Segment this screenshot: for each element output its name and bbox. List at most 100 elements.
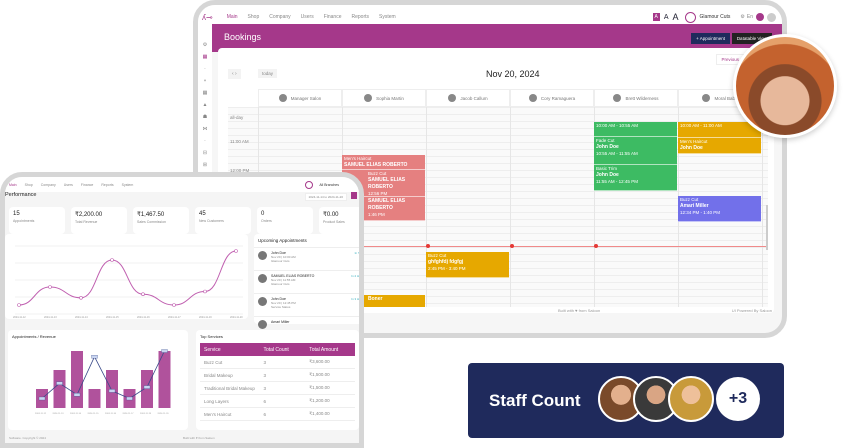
nav-main[interactable]: Main	[9, 182, 17, 187]
revenue-point	[38, 396, 46, 401]
font-small-button[interactable]: A	[652, 13, 660, 21]
appointment-item[interactable]: SAMUEL ELIAS ROBERTO Nov 20 | 11:55 AM Gla…	[254, 270, 364, 293]
dashboard-window: Main Shop Company Users Finance Reports …	[0, 172, 364, 448]
nav-shop[interactable]: Shop	[247, 14, 260, 20]
booking-event[interactable]: 10:00 AM - 10:55 AM	[594, 122, 677, 137]
appointments-revenue-chart: Appointments / Revenue 2024-11-12 2024-11…	[8, 330, 188, 430]
staff-avatar	[613, 94, 622, 102]
x-tick-label: 2024-11-17	[123, 413, 135, 415]
revenue-point	[143, 385, 151, 389]
nav-shop[interactable]: Shop	[24, 182, 33, 187]
nav-finance[interactable]: Finance	[323, 14, 342, 20]
date-range-input[interactable]: 2024-11-14 to 2024-11-20	[304, 193, 347, 201]
nav-system[interactable]: System	[121, 182, 134, 187]
appointment-item[interactable]: Amari Miller	[254, 316, 359, 339]
revenue-point	[91, 355, 98, 359]
stat-card: 15 Appointments	[9, 207, 65, 234]
datatable-view-button[interactable]: Datatable View	[731, 33, 772, 44]
revenue-point	[108, 389, 116, 393]
staff-count-card: Staff Count +3	[468, 363, 784, 438]
revenue-point	[73, 393, 81, 397]
font-large-button[interactable]: A	[672, 12, 679, 22]
branch-icon	[305, 180, 314, 189]
booking-event[interactable]: Buzz Cut Amari Miller 12:34 PM - 1:40 PM	[678, 196, 761, 222]
branch-selector[interactable]: All Branches	[319, 182, 339, 187]
customer-name: John Doe	[271, 297, 286, 301]
booking-event[interactable]: 10:00 AM - 11:00 AM	[678, 122, 761, 138]
booking-event[interactable]: Fade Cut John Doe 10:55 AM - 11:55 AM	[594, 137, 677, 165]
revenue-line	[41, 350, 165, 399]
stat-card: ₹1,467.50 Sales Commission	[133, 207, 189, 234]
calendar-date: Nov 20, 2024	[486, 69, 540, 79]
nav-users[interactable]: Users	[63, 182, 73, 187]
font-medium-button[interactable]: A	[663, 13, 669, 21]
performance-line-chart: 2024-11-12 2024-11-13 2024-11-14 2024-11-15…	[5, 234, 248, 319]
stat-label: Appointments	[13, 219, 35, 223]
booking-event[interactable]: Men's Haircut John Doe	[678, 138, 761, 154]
appointment-item[interactable]: John Doe Nov 20 | 10:00 AM Glamour Cuts In …	[254, 247, 359, 270]
x-tick-label: 2024-11-13	[53, 413, 65, 415]
current-time-line	[228, 246, 768, 247]
staff-name: Manager Salon	[290, 95, 322, 101]
x-tick-label: 2024-11-19	[199, 316, 212, 319]
x-tick-label: 2024-11-15	[106, 316, 119, 319]
footer-powered-by: UI Powered By Saloon	[731, 308, 772, 313]
nav-users[interactable]: Users	[300, 14, 314, 20]
footer-copyright: Software. Copyright © 2024	[9, 436, 46, 440]
more-staff-badge[interactable]: +3	[716, 377, 760, 421]
filter-button[interactable]	[351, 192, 357, 199]
nav-reports[interactable]: Reports	[351, 14, 370, 20]
upcoming-appointments: Upcoming Appointments John Doe Nov 20 | 1…	[254, 234, 364, 329]
staff-avatar	[528, 94, 537, 102]
booking-event[interactable]: Basic Trim John Doe 11:55 AM - 12:45 PM	[594, 165, 677, 191]
nav-company[interactable]: Company	[40, 182, 56, 187]
stat-value: ₹1,467.50	[137, 212, 165, 218]
today-button[interactable]: today	[258, 69, 278, 78]
line-point	[17, 303, 21, 307]
customer-avatar	[258, 320, 267, 329]
time-label: 11:00 AM	[230, 139, 249, 144]
stat-value: ₹2,200.00	[75, 212, 103, 218]
staff-column-header: Manager Salon	[258, 89, 342, 107]
avatar[interactable]	[767, 12, 776, 22]
staff-count-label: Staff Count	[489, 391, 581, 410]
nav-finance[interactable]: Finance	[80, 182, 94, 187]
staff-column-header: Cory Ramaguera	[510, 89, 594, 107]
nav-company[interactable]: Company	[269, 14, 291, 20]
language-selector[interactable]: En	[746, 14, 753, 20]
branch-selector[interactable]: Glamour Cuts	[699, 14, 731, 20]
customer-avatar	[258, 251, 267, 260]
nav-reports[interactable]: Reports	[101, 182, 114, 187]
stat-label: Product Sales	[323, 220, 345, 224]
line-point	[234, 249, 238, 253]
line-point	[203, 289, 207, 294]
booking-event[interactable]: Men's Haircut SAMUEL ELIAS ROBERTO	[342, 155, 425, 170]
stat-value: 15	[13, 211, 20, 217]
customer-avatar	[258, 274, 267, 283]
line-point	[79, 295, 83, 300]
settings-icon[interactable]: ⚙	[740, 14, 745, 20]
staff-avatar	[278, 94, 287, 102]
x-tick-label: 2024-11-12	[13, 316, 26, 319]
time-label: all-day	[230, 115, 244, 120]
add-appointment-button[interactable]: + Appointment	[691, 33, 730, 44]
staff-name: Cory Ramaguera	[540, 95, 576, 101]
staff-avatar	[702, 94, 711, 102]
staff-column-header: Brett Wilderness	[594, 89, 678, 107]
notification-icon[interactable]	[756, 13, 764, 21]
booking-event[interactable]: Buzz Cut ghfghfdj fdgfgj 2:45 PM - 3:40 PM	[426, 252, 509, 278]
prev-next-buttons[interactable]: ‹ ›	[228, 69, 241, 79]
staff-column-header: Sophia Martin	[342, 89, 426, 107]
bar	[53, 370, 66, 408]
appointment-item[interactable]: John Doe Nov 20 | 12:45 PM Service Status I…	[254, 293, 364, 316]
calendar-scrollbar[interactable]	[766, 205, 768, 250]
bar	[141, 370, 153, 408]
nav-system[interactable]: System	[379, 14, 396, 20]
status-badge: In 2 Hours	[351, 274, 364, 278]
nav-main[interactable]: Main	[226, 14, 238, 20]
stat-card: 0 Orders	[257, 207, 313, 234]
revenue-point	[126, 396, 133, 401]
table-row: Men's Haircut 6 ₹1,400.00	[200, 408, 355, 421]
status-badge: In 3 Hours	[351, 297, 364, 301]
customer-name: SAMUEL ELIAS ROBERTO	[271, 274, 315, 278]
